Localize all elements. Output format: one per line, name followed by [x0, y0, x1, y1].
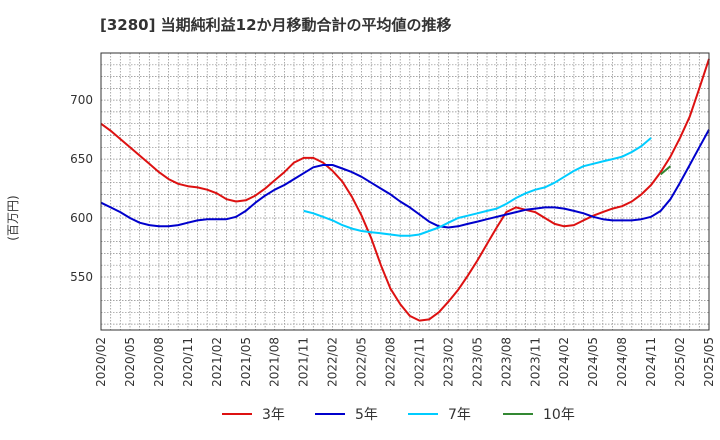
grid — [101, 53, 709, 330]
plot-frame — [100, 52, 710, 331]
x-tick-label: 2021/05 — [239, 337, 253, 387]
x-tick-label: 2020/11 — [181, 337, 195, 387]
x-tick-label: 2020/08 — [152, 337, 166, 387]
legend-entry: 10年 — [543, 407, 575, 423]
x-tick-label: 2022/05 — [355, 337, 369, 387]
x-tick-label: 2024/11 — [644, 337, 658, 387]
x-tick-label: 2023/11 — [528, 337, 542, 387]
x-tick-label: 2021/08 — [268, 337, 282, 387]
x-tick-label: 2025/05 — [702, 337, 716, 387]
legend-entry: 7年 — [448, 407, 471, 423]
series-line-3年 — [100, 58, 710, 322]
x-tick-label: 2023/08 — [499, 337, 513, 387]
x-tick-label: 2020/02 — [94, 337, 108, 387]
y-tick-labels: 550 600 650 700 — [70, 93, 93, 284]
series-line-5年 — [100, 129, 710, 229]
x-tick-label: 2023/05 — [470, 337, 484, 387]
x-tick-label: 2021/11 — [297, 337, 311, 387]
x-tick-label: 2024/02 — [557, 337, 571, 387]
y-tick-label: 700 — [70, 93, 93, 107]
legend: 3年 5年 7年 10年 — [222, 407, 575, 423]
x-tick-label: 2022/02 — [326, 337, 340, 387]
x-tick-label: 2021/02 — [210, 337, 224, 387]
x-tick-labels: 2020/02 2020/05 2020/08 2020/11 2021/02 2021/… — [94, 337, 716, 387]
x-tick-label: 2024/05 — [586, 337, 600, 387]
series-lines — [100, 58, 710, 322]
series-line-7年 — [303, 137, 652, 237]
legend-entry: 5年 — [355, 407, 378, 423]
x-tick-label: 2020/05 — [123, 337, 137, 387]
x-tick-label: 2022/11 — [413, 337, 427, 387]
y-tick-label: 550 — [70, 270, 93, 284]
x-tick-label: 2023/02 — [441, 337, 455, 387]
x-tick-label: 2024/08 — [615, 337, 629, 387]
x-tick-label: 2025/02 — [673, 337, 687, 387]
y-tick-label: 600 — [70, 211, 93, 225]
y-axis-label: (百万円) — [6, 195, 20, 240]
legend-entry: 3年 — [262, 407, 285, 423]
chart-title: [3280] 当期純利益12か月移動合計の平均値の推移 — [100, 16, 452, 34]
x-tick-label: 2022/08 — [384, 337, 398, 387]
series-line-10年 — [660, 165, 672, 176]
y-tick-label: 650 — [70, 152, 93, 166]
